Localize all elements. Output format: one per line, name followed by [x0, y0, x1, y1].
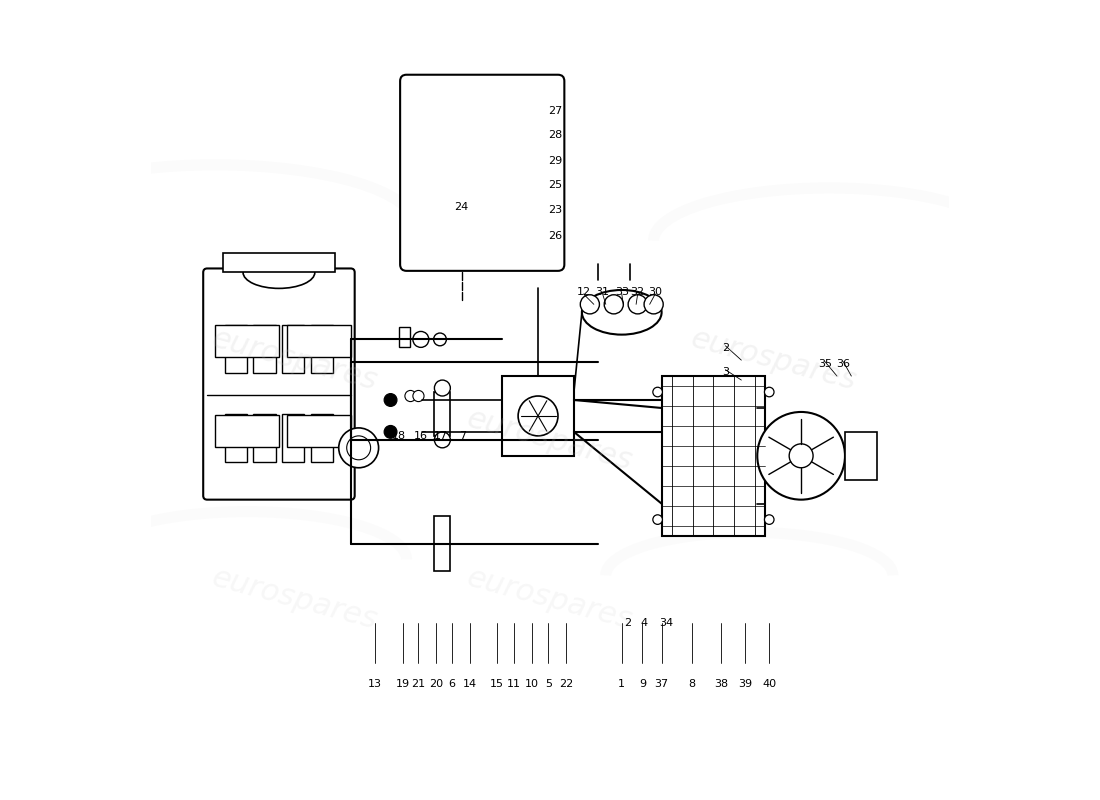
Circle shape — [384, 426, 397, 438]
Bar — [434, 392, 450, 436]
Circle shape — [652, 387, 662, 397]
Text: eurospares: eurospares — [464, 563, 636, 635]
Circle shape — [339, 428, 378, 468]
Circle shape — [581, 294, 600, 314]
Text: 6: 6 — [449, 679, 455, 689]
Bar — [311, 414, 333, 462]
Text: 21: 21 — [411, 679, 426, 689]
Circle shape — [436, 94, 464, 123]
Circle shape — [487, 146, 500, 159]
Circle shape — [764, 515, 774, 524]
Circle shape — [384, 394, 397, 406]
Text: 4: 4 — [640, 618, 648, 628]
Bar — [434, 515, 450, 571]
Text: eurospares: eurospares — [688, 324, 859, 396]
Text: 31: 31 — [595, 287, 609, 298]
Text: 17: 17 — [433, 431, 448, 441]
Text: 29: 29 — [549, 156, 563, 166]
Text: 7: 7 — [459, 431, 466, 441]
Text: 27: 27 — [549, 106, 563, 117]
Circle shape — [434, 380, 450, 396]
Bar — [661, 376, 766, 535]
Text: 40: 40 — [762, 679, 777, 689]
Bar — [287, 326, 351, 358]
Text: 34: 34 — [659, 618, 673, 628]
Text: 26: 26 — [549, 230, 562, 241]
FancyBboxPatch shape — [204, 269, 354, 500]
Circle shape — [434, 432, 450, 448]
Circle shape — [789, 444, 813, 468]
Text: 28: 28 — [549, 130, 563, 140]
Text: 33: 33 — [615, 287, 629, 298]
Circle shape — [764, 387, 774, 397]
Text: 23: 23 — [549, 206, 562, 215]
Text: 13: 13 — [367, 679, 382, 689]
Circle shape — [628, 294, 647, 314]
Circle shape — [518, 396, 558, 436]
Text: eurospares: eurospares — [209, 324, 381, 396]
Bar — [398, 327, 410, 347]
Circle shape — [440, 146, 453, 159]
Text: 32: 32 — [630, 287, 645, 298]
Circle shape — [346, 436, 371, 460]
Text: 9: 9 — [639, 679, 646, 689]
Circle shape — [757, 412, 845, 500]
Text: 2: 2 — [625, 618, 631, 628]
Text: 37: 37 — [654, 679, 669, 689]
Text: 15: 15 — [490, 679, 504, 689]
Text: 19: 19 — [396, 679, 409, 689]
Circle shape — [604, 294, 624, 314]
Text: eurospares: eurospares — [209, 563, 381, 635]
Text: 12: 12 — [576, 287, 591, 298]
Text: 1: 1 — [618, 679, 625, 689]
Circle shape — [464, 146, 476, 159]
Circle shape — [412, 390, 424, 402]
Text: 14: 14 — [463, 679, 477, 689]
Bar — [282, 325, 305, 373]
Bar — [282, 414, 305, 462]
Text: 22: 22 — [559, 679, 573, 689]
Text: 2: 2 — [722, 343, 729, 353]
Bar — [845, 432, 877, 480]
Bar — [311, 325, 333, 373]
Bar — [224, 414, 248, 462]
Text: 8: 8 — [689, 679, 695, 689]
Text: 36: 36 — [836, 359, 850, 369]
Circle shape — [405, 390, 416, 402]
Bar — [430, 113, 518, 169]
FancyBboxPatch shape — [400, 74, 564, 271]
Bar — [439, 169, 510, 225]
Bar — [216, 326, 279, 358]
Text: 39: 39 — [738, 679, 752, 689]
Bar — [223, 253, 334, 273]
Circle shape — [645, 294, 663, 314]
Circle shape — [469, 239, 487, 258]
Bar — [503, 376, 574, 456]
Text: 10: 10 — [525, 679, 539, 689]
Text: 30: 30 — [648, 287, 662, 298]
Bar — [216, 414, 279, 446]
Circle shape — [476, 94, 505, 123]
Text: 38: 38 — [714, 679, 728, 689]
Text: 18: 18 — [392, 431, 406, 441]
Text: 3: 3 — [722, 367, 729, 377]
Text: 35: 35 — [818, 359, 832, 369]
Ellipse shape — [582, 290, 661, 334]
Bar — [287, 414, 351, 446]
Text: 24: 24 — [454, 202, 469, 212]
Text: eurospares: eurospares — [464, 404, 636, 476]
Text: 5: 5 — [544, 679, 552, 689]
Text: 11: 11 — [507, 679, 521, 689]
Bar — [224, 325, 248, 373]
Circle shape — [412, 331, 429, 347]
Circle shape — [437, 239, 455, 258]
Text: 25: 25 — [549, 180, 562, 190]
Text: 16: 16 — [414, 431, 428, 441]
Circle shape — [433, 333, 447, 346]
Ellipse shape — [243, 257, 315, 288]
Bar — [253, 414, 276, 462]
Bar — [253, 325, 276, 373]
Circle shape — [652, 515, 662, 524]
Text: 20: 20 — [429, 679, 443, 689]
